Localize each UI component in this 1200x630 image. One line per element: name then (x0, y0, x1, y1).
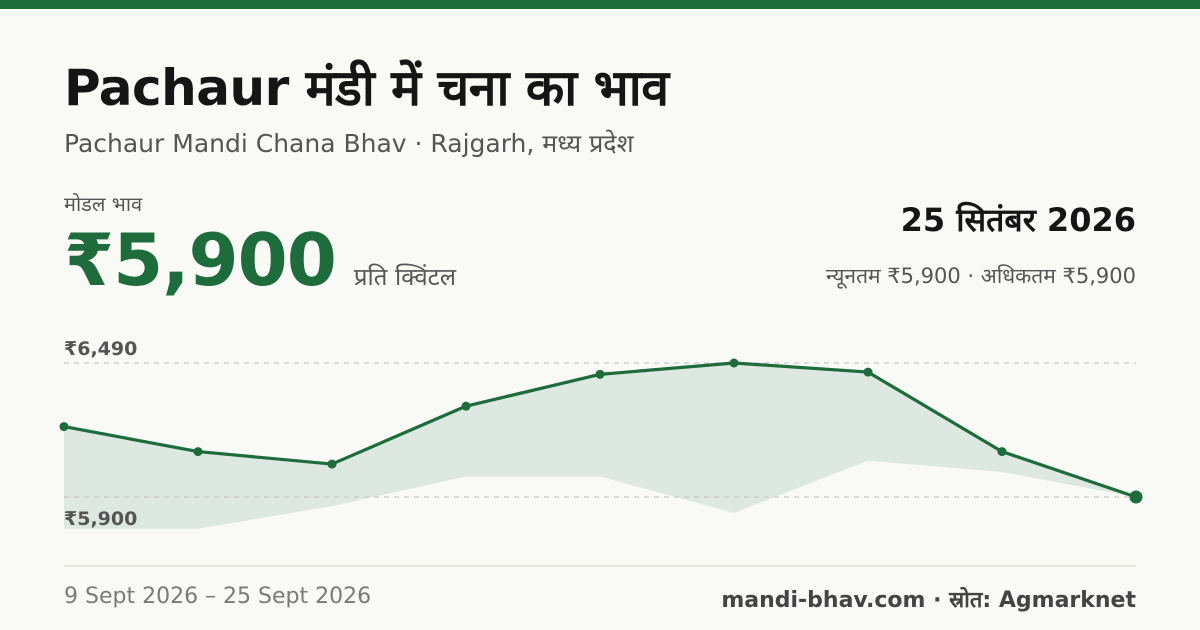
footer-divider (64, 565, 1136, 567)
reference-label-max: ₹6,490 (64, 338, 137, 360)
data-point (59, 422, 69, 432)
date-period: 9 Sept 2026 – 25 Sept 2026 (64, 584, 372, 609)
data-point (729, 358, 739, 368)
price-date: 25 सितंबर 2026 (900, 201, 1136, 239)
data-point (327, 459, 337, 469)
data-point (193, 447, 203, 457)
source-credit: mandi-bhav.com · स्रोत: Agmarknet (721, 588, 1136, 613)
price-label: मोडल भाव (64, 192, 143, 216)
price-value: ₹5,900 (64, 218, 337, 302)
page-title: Pachaur मंडी में चना का भाव (64, 59, 669, 117)
min-max-range: न्यूनतम ₹5,900 · अधिकतम ₹5,900 (826, 264, 1136, 288)
data-point (595, 369, 605, 379)
reference-label-min: ₹5,900 (64, 508, 137, 530)
price-range-band (64, 363, 1136, 529)
price-row: ₹5,900 प्रति क्विंटल (64, 218, 456, 302)
top-accent-bar (0, 0, 1200, 9)
page-subtitle: Pachaur Mandi Chana Bhav · Rajgarh, मध्य… (64, 129, 634, 158)
data-point (863, 367, 873, 377)
latest-price-point (1129, 490, 1143, 504)
price-trend-chart: ₹6,490 ₹5,900 (59, 338, 1143, 530)
data-point (461, 401, 471, 411)
price-unit: प्रति क्विंटल (353, 263, 457, 291)
data-point (997, 447, 1007, 457)
